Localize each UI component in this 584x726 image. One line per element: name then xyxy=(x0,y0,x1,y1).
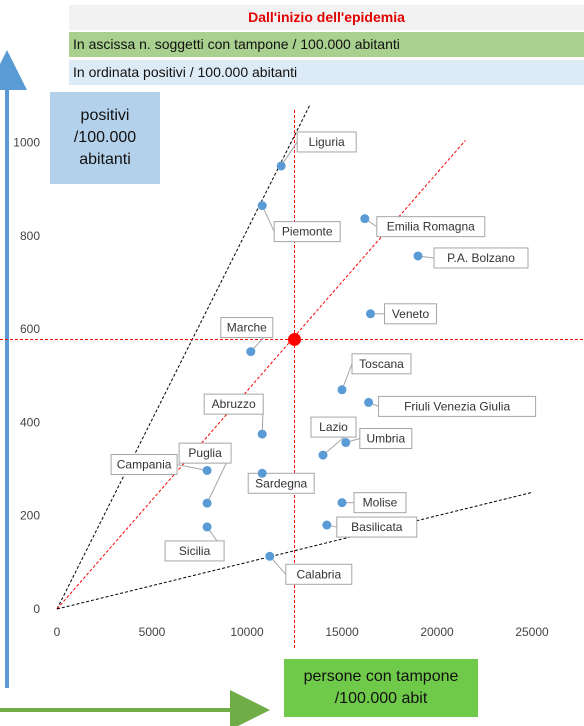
point-label-box xyxy=(359,428,413,450)
point-label-box xyxy=(164,540,225,562)
point-leader-line xyxy=(177,463,208,471)
mean-point xyxy=(288,332,301,346)
point-label: Piemonte xyxy=(282,225,333,239)
data-point xyxy=(337,498,347,508)
point-label: Sicilia xyxy=(179,544,211,558)
point-leader-line xyxy=(261,205,275,232)
point-leader-line xyxy=(341,363,353,390)
data-point xyxy=(276,161,286,171)
data-point xyxy=(246,347,256,357)
point-label-box xyxy=(247,472,315,494)
point-label-box xyxy=(378,395,537,417)
point-label: Emilia Romagna xyxy=(387,220,475,234)
x-tick-label: 5000 xyxy=(139,625,166,639)
x-tick-label: 20000 xyxy=(420,625,454,639)
point-label: Basilicata xyxy=(351,520,403,534)
point-label: Umbria xyxy=(366,432,405,446)
point-leader-line xyxy=(280,141,298,167)
y-tick-label: 0 xyxy=(33,602,40,616)
point-label: Puglia xyxy=(188,446,222,460)
point-label-box xyxy=(353,492,407,514)
point-label-box xyxy=(220,317,274,339)
point-label: Liguria xyxy=(309,135,345,149)
x-tick-label: 10000 xyxy=(230,625,264,639)
data-point xyxy=(360,214,370,224)
point-label-box xyxy=(273,221,341,243)
data-point xyxy=(318,450,328,460)
point-label: Abruzzo xyxy=(212,397,256,411)
data-point xyxy=(202,522,212,532)
y-axis-description: In ordinata positivi / 100.000 abitanti xyxy=(69,60,584,85)
y-tick-label: 1000 xyxy=(13,136,40,150)
y-tick-label: 200 xyxy=(20,509,40,523)
data-point xyxy=(257,468,267,478)
point-label-box xyxy=(285,563,353,585)
data-point xyxy=(257,429,267,439)
x-tick-label: 0 xyxy=(54,625,61,639)
x-axis-title-box: persone con tampone /100.000 abit xyxy=(284,659,478,717)
point-label: P.A. Bolzano xyxy=(447,251,515,265)
data-point xyxy=(257,201,267,211)
point-label: Veneto xyxy=(392,307,430,321)
point-label-box xyxy=(351,353,412,375)
chart-title: Dall'inizio dell'epidemia xyxy=(69,5,584,30)
x-tick-label: 15000 xyxy=(325,625,359,639)
point-label-box xyxy=(336,516,418,538)
point-label: Toscana xyxy=(359,357,404,371)
data-point xyxy=(341,438,351,448)
data-point xyxy=(265,551,275,561)
point-label-box xyxy=(203,393,264,415)
point-label-box xyxy=(433,247,529,269)
point-label: Calabria xyxy=(296,567,341,581)
reference-line xyxy=(56,105,311,610)
point-label: Lazio xyxy=(319,420,348,434)
point-label-box xyxy=(376,216,486,238)
point-label: Sardegna xyxy=(255,476,307,490)
y-tick-label: 600 xyxy=(20,322,40,336)
data-point xyxy=(202,498,212,508)
point-label-box xyxy=(384,303,437,325)
point-label: Molise xyxy=(363,496,398,510)
point-label-box xyxy=(110,453,178,475)
data-point xyxy=(202,465,212,475)
point-label-box xyxy=(296,131,357,153)
data-point xyxy=(366,309,375,319)
reference-line xyxy=(56,139,466,610)
reference-line xyxy=(56,491,533,610)
point-label-box xyxy=(178,442,232,464)
point-label: Marche xyxy=(227,321,267,335)
y-axis-title-box: positivi /100.000 abitanti xyxy=(50,92,160,184)
x-tick-label: 25000 xyxy=(515,625,549,639)
data-point xyxy=(413,251,423,261)
point-label-box xyxy=(310,416,357,438)
x-axis-description: In ascissa n. soggetti con tampone / 100… xyxy=(69,32,584,57)
point-label: Friuli Venezia Giulia xyxy=(404,399,510,413)
y-tick-label: 400 xyxy=(20,415,40,429)
data-point xyxy=(322,520,332,530)
data-point xyxy=(337,385,347,395)
data-point xyxy=(364,397,374,407)
y-tick-label: 800 xyxy=(20,229,40,243)
point-label: Campania xyxy=(117,457,172,471)
